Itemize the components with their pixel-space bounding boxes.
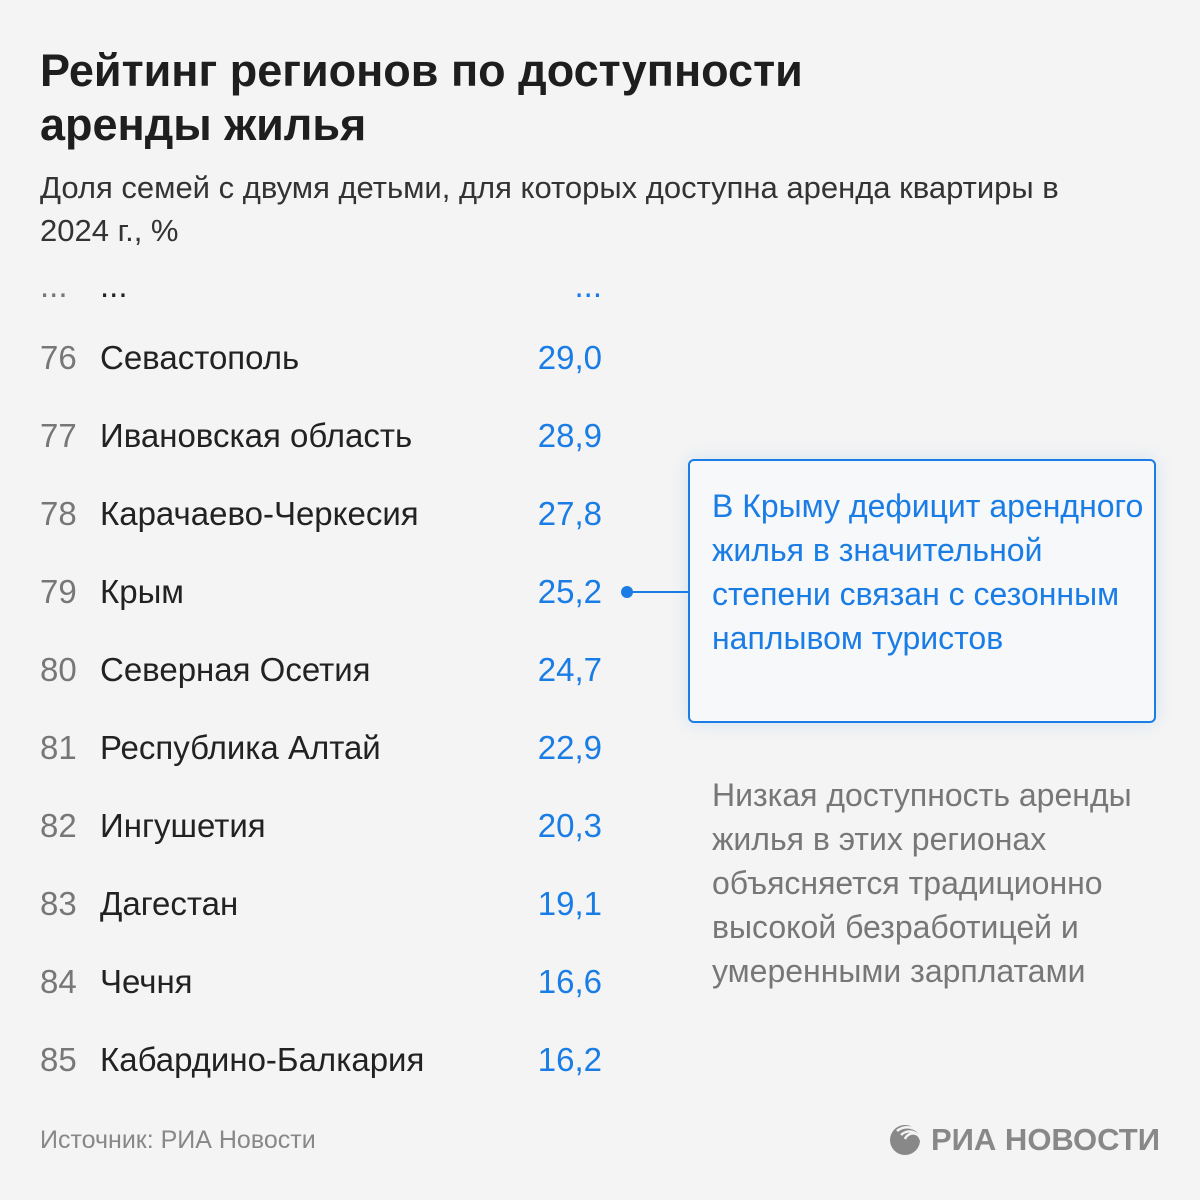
rank-label: 85 xyxy=(40,1041,77,1078)
note-text: Низкая доступность аренды жилья в этих р… xyxy=(712,777,1132,989)
table-row: 85 Кабардино-Балкария 16,2 xyxy=(0,1040,620,1080)
page-title: Рейтинг регионов по доступности аренды ж… xyxy=(40,45,803,150)
region-name: Карачаево-Черкесия xyxy=(100,495,419,532)
region-name: Крым xyxy=(100,573,184,610)
value-label: 29,0 xyxy=(537,339,602,376)
table-row: 84 Чечня 16,6 xyxy=(0,962,620,1002)
region-name: Ивановская область xyxy=(100,417,413,454)
table-row: 83 Дагестан 19,1 xyxy=(0,884,620,924)
region-name: Чечня xyxy=(100,963,193,1000)
callout-text: В Крыму дефицит арендного жилья в значит… xyxy=(712,488,1144,656)
region-name: Дагестан xyxy=(100,885,239,922)
value-label: 27,8 xyxy=(537,495,602,532)
value-label: 24,7 xyxy=(537,651,602,688)
ria-logo: РИА НОВОСТИ xyxy=(889,1122,1160,1158)
callout-connector xyxy=(628,591,688,593)
rank-label: 79 xyxy=(40,573,77,610)
region-name: Ингушетия xyxy=(100,807,266,844)
logo-text: РИА НОВОСТИ xyxy=(930,1122,1160,1157)
region-name: Северная Осетия xyxy=(100,651,371,688)
rank-label: 83 xyxy=(40,885,77,922)
value-label: 19,1 xyxy=(537,885,602,922)
value-label: 28,9 xyxy=(537,417,602,454)
rank-label: 76 xyxy=(40,339,77,376)
ellipsis-row: ... ... ... xyxy=(0,266,620,306)
value-label: 16,6 xyxy=(537,963,602,1000)
table-row: 77 Ивановская область 28,9 xyxy=(0,416,620,456)
table-row: 76 Севастополь 29,0 xyxy=(0,338,620,378)
value-ellipsis: ... xyxy=(574,267,602,304)
subtitle: Доля семей с двумя детьми, для которых д… xyxy=(40,170,1059,248)
rank-label: 78 xyxy=(40,495,77,532)
rank-label: 81 xyxy=(40,729,77,766)
table-row: 82 Ингушетия 20,3 xyxy=(0,806,620,846)
value-label: 22,9 xyxy=(537,729,602,766)
region-name: Севастополь xyxy=(100,339,300,376)
region-name: Республика Алтай xyxy=(100,729,381,766)
name-ellipsis: ... xyxy=(100,267,128,304)
region-name: Кабардино-Балкария xyxy=(100,1041,425,1078)
rank-ellipsis: ... xyxy=(40,267,68,304)
callout-box xyxy=(688,459,1156,723)
table-row: 79 Крым 25,2 xyxy=(0,572,620,612)
value-label: 20,3 xyxy=(537,807,602,844)
rank-label: 84 xyxy=(40,963,77,1000)
rank-label: 77 xyxy=(40,417,77,454)
table-row: 80 Северная Осетия 24,7 xyxy=(0,650,620,690)
rank-label: 82 xyxy=(40,807,77,844)
source-label: Источник: РИА Новости xyxy=(40,1126,316,1154)
callout-dot xyxy=(621,586,633,598)
table-row: 78 Карачаево-Черкесия 27,8 xyxy=(0,494,620,534)
value-label: 16,2 xyxy=(537,1041,602,1078)
value-label: 25,2 xyxy=(537,573,602,610)
table-row: 81 Республика Алтай 22,9 xyxy=(0,728,620,768)
rank-label: 80 xyxy=(40,651,77,688)
globe-icon xyxy=(889,1125,923,1155)
